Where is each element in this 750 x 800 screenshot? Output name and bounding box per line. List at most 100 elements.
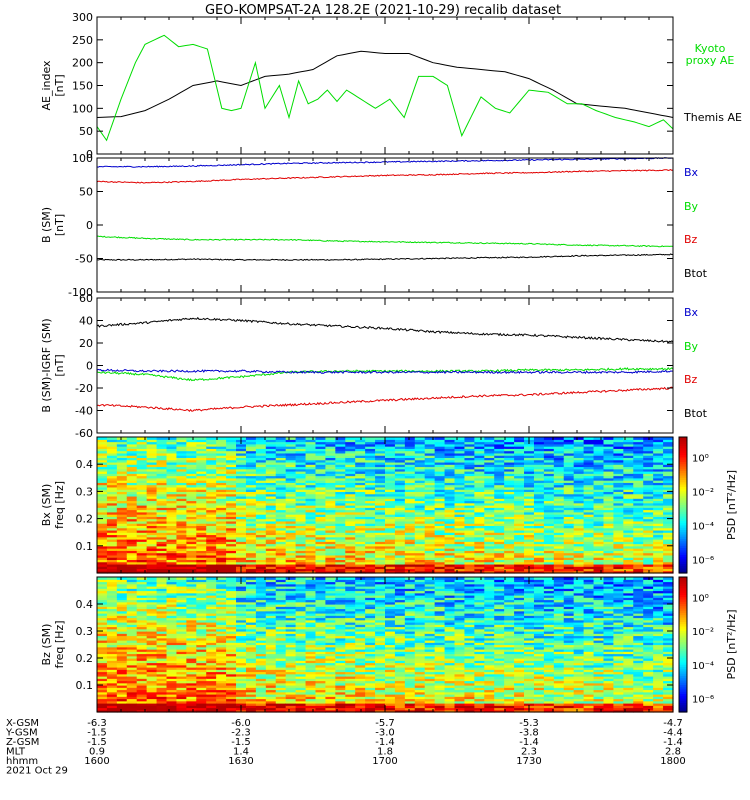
spectrogram-cell bbox=[97, 687, 108, 691]
spectrogram-cell bbox=[265, 703, 277, 706]
spectrogram-cell bbox=[245, 658, 257, 661]
spectrogram-cell bbox=[543, 525, 555, 529]
spectrogram-cell bbox=[583, 570, 595, 574]
spectrogram-cell bbox=[97, 502, 108, 506]
spectrogram-cell bbox=[464, 559, 475, 563]
spectrogram-cell bbox=[464, 516, 475, 520]
spectrogram-cell bbox=[226, 689, 237, 693]
spectrogram-cell bbox=[514, 559, 525, 563]
spectrogram-cell bbox=[533, 525, 545, 529]
spectrogram-cell bbox=[543, 459, 555, 463]
spectrogram-cell bbox=[136, 516, 148, 520]
spectrogram-cell bbox=[245, 566, 257, 570]
spectrogram-cell bbox=[176, 559, 187, 563]
spectrogram-cell bbox=[245, 552, 257, 556]
spectrogram-cell bbox=[206, 439, 217, 443]
spectrogram-cell bbox=[97, 658, 108, 661]
spectrogram-cell bbox=[514, 473, 525, 477]
spectrogram-cell bbox=[603, 486, 615, 490]
spectrogram-cell bbox=[514, 491, 525, 495]
spectrogram-cell bbox=[295, 518, 307, 522]
spectrogram-cell bbox=[116, 640, 128, 643]
spectrogram-cell bbox=[613, 505, 624, 508]
spectrogram-cell bbox=[335, 527, 346, 531]
spectrogram-cell bbox=[226, 678, 237, 682]
spectrogram-cell bbox=[236, 637, 247, 641]
spectrogram-cell bbox=[434, 536, 446, 540]
spectrogram-cell bbox=[663, 536, 674, 540]
spectrogram-cell bbox=[97, 498, 108, 502]
spectrogram-cell bbox=[255, 441, 267, 445]
spectrogram-cell bbox=[106, 507, 118, 511]
spectrogram-cell bbox=[126, 592, 138, 596]
spectrogram-cell bbox=[593, 457, 605, 461]
spectrogram-cell bbox=[295, 516, 307, 520]
spectrogram-cell bbox=[325, 493, 336, 497]
spectrogram-cell bbox=[663, 468, 674, 472]
spectrogram-cell bbox=[255, 703, 267, 706]
spectrogram-cell bbox=[265, 446, 277, 449]
spectrogram-cell bbox=[375, 439, 386, 443]
spectrogram-cell bbox=[295, 543, 307, 547]
spectrogram-cell bbox=[97, 646, 108, 650]
spectrogram-cell bbox=[116, 619, 128, 623]
spectrogram-cell bbox=[245, 466, 257, 470]
spectrogram-cell bbox=[494, 455, 505, 458]
spectrogram-cell bbox=[146, 680, 158, 684]
spectrogram-cell bbox=[216, 552, 227, 556]
spectrogram-cell bbox=[186, 703, 197, 706]
spectrogram-cell bbox=[275, 579, 287, 583]
spectrogram-cell bbox=[573, 543, 585, 547]
spectrogram-cell bbox=[156, 500, 168, 504]
spectrogram-cell bbox=[196, 646, 207, 650]
spectrogram-cell bbox=[265, 700, 277, 704]
spectrogram-cell bbox=[226, 664, 237, 668]
spectrogram-cell bbox=[255, 642, 267, 646]
spectrogram-cell bbox=[176, 568, 187, 572]
spectrogram-cell bbox=[315, 529, 327, 533]
spectrogram-cell bbox=[106, 707, 118, 711]
spectrogram-cell bbox=[365, 561, 376, 565]
spectrogram-cell bbox=[593, 568, 605, 572]
spectrogram-cell bbox=[285, 705, 297, 709]
spectrogram-cell bbox=[285, 520, 297, 524]
spectrogram-cell bbox=[404, 466, 416, 470]
spectrogram-cell bbox=[444, 523, 456, 526]
spectrogram-cell bbox=[186, 509, 197, 513]
spectrogram-cell bbox=[116, 554, 128, 558]
spectrogram-cell bbox=[375, 489, 386, 492]
spectrogram-cell bbox=[206, 448, 217, 452]
spectrogram-cell bbox=[365, 545, 376, 549]
spectrogram-cell bbox=[444, 441, 456, 445]
spectrogram-cell bbox=[226, 595, 237, 598]
spectrogram-cell bbox=[106, 599, 118, 603]
spectrogram-cell bbox=[434, 557, 446, 560]
spectrogram-cell bbox=[176, 642, 187, 646]
spectrogram-cell bbox=[275, 471, 287, 474]
spectrogram-cell bbox=[106, 655, 118, 659]
spectrogram-cell bbox=[623, 523, 634, 526]
spectrogram-cell bbox=[156, 579, 168, 583]
spectrogram-cell bbox=[295, 536, 307, 540]
spectrogram-cell bbox=[106, 676, 118, 679]
spectrogram-cell bbox=[226, 624, 237, 628]
spectrogram-cell bbox=[474, 482, 485, 486]
spectrogram-cell bbox=[335, 570, 346, 574]
spectrogram-cell bbox=[325, 539, 336, 542]
spectrogram-cell bbox=[206, 680, 217, 684]
spectrogram-cell bbox=[245, 610, 257, 614]
spectrogram-cell bbox=[126, 536, 138, 540]
spectrogram-cell bbox=[464, 437, 475, 440]
spectrogram-cell bbox=[464, 520, 475, 524]
spectrogram-cell bbox=[514, 471, 525, 474]
spectrogram-cell bbox=[206, 606, 217, 610]
spectrogram-cell bbox=[653, 505, 664, 508]
spectrogram-cell bbox=[335, 459, 346, 463]
spectrogram-cell bbox=[146, 615, 158, 619]
spectrogram-cell bbox=[245, 570, 257, 574]
spectrogram-cell bbox=[424, 570, 436, 574]
spectrogram-cell bbox=[206, 673, 217, 677]
spectrogram-cell bbox=[146, 516, 158, 520]
spectrogram-cell bbox=[275, 507, 287, 511]
spectrogram-cell bbox=[603, 437, 615, 440]
